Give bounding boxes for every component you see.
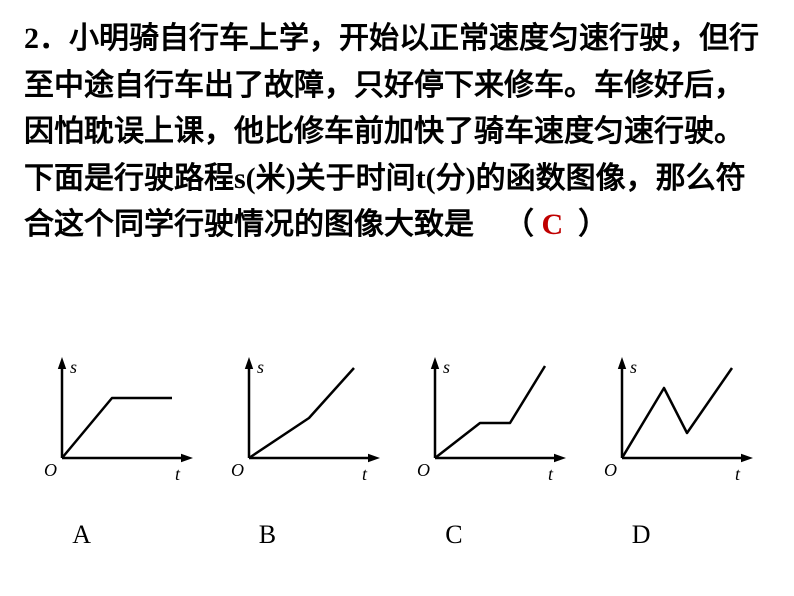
option-b-label: B bbox=[219, 520, 389, 550]
chart-a-svg: s t O bbox=[32, 348, 202, 488]
close-paren: ） bbox=[578, 208, 608, 241]
svg-text:O: O bbox=[604, 460, 617, 480]
svg-text:s: s bbox=[257, 357, 264, 377]
svg-text:O: O bbox=[44, 460, 57, 480]
chart-c-svg: s t O bbox=[405, 348, 575, 488]
s-label: s(米) bbox=[234, 162, 296, 195]
charts-container: s t O s t O s t O s t O bbox=[24, 338, 770, 498]
open-paren: （ bbox=[504, 208, 534, 241]
question-body-2: 关于时间 bbox=[296, 162, 416, 195]
chart-c: s t O bbox=[405, 348, 575, 488]
option-c-label: C bbox=[405, 520, 575, 550]
chart-d-svg: s t O bbox=[592, 348, 762, 488]
svg-text:s: s bbox=[443, 357, 450, 377]
svg-text:s: s bbox=[630, 357, 637, 377]
chart-b: s t O bbox=[219, 348, 389, 488]
option-labels-row: A B C D bbox=[24, 520, 770, 550]
svg-text:t: t bbox=[548, 464, 554, 484]
chart-a: s t O bbox=[32, 348, 202, 488]
option-a-label: A bbox=[32, 520, 202, 550]
question-text: 2．小明骑自行车上学，开始以正常速度匀速行驶，但行至中途自行车出了故障，只好停下… bbox=[24, 16, 770, 249]
chart-b-svg: s t O bbox=[219, 348, 389, 488]
chart-d: s t O bbox=[592, 348, 762, 488]
svg-text:t: t bbox=[362, 464, 368, 484]
svg-text:O: O bbox=[231, 460, 244, 480]
svg-text:O: O bbox=[417, 460, 430, 480]
svg-text:t: t bbox=[175, 464, 181, 484]
question-number: 2． bbox=[24, 22, 69, 55]
t-label: t(分) bbox=[416, 162, 476, 195]
option-d-label: D bbox=[592, 520, 762, 550]
svg-text:s: s bbox=[70, 357, 77, 377]
svg-text:t: t bbox=[735, 464, 741, 484]
answer-letter: C bbox=[542, 208, 564, 241]
